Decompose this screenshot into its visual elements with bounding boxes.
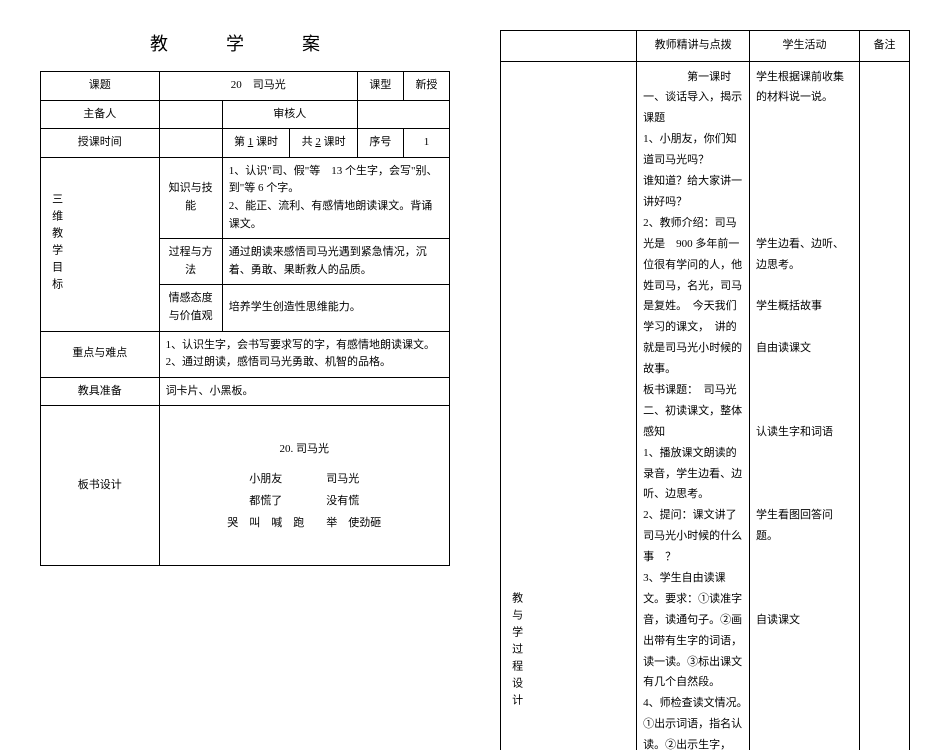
- seq-label: 序号: [357, 129, 403, 158]
- process-side-label: 教与学过程设计: [501, 61, 637, 750]
- board-line3: 哭 叫 喊 跑 举 使劲砸: [176, 512, 433, 534]
- tools-label: 教具准备: [41, 377, 160, 406]
- header-student: 学生活动: [750, 31, 860, 62]
- board-content: 20. 司马光 小朋友 司马光 都慌了 没有慌 哭 叫 喊 跑 举 使劲砸: [159, 406, 449, 566]
- topic-value: 20 司马光: [159, 72, 357, 101]
- emotion-content: 培养学生创造性思维能力。: [222, 285, 449, 331]
- teacher-content: 第一课时 一、谈话导入，揭示课题 1、小朋友，你们知道司马光吗？ 谁知道？给大家…: [637, 61, 750, 750]
- objectives-label: 三维教学目标: [41, 157, 160, 331]
- type-label: 课型: [357, 72, 403, 101]
- preparer-label: 主备人: [41, 100, 160, 129]
- student-content: 学生根据课前收集的材料说一说。 学生边看、边听、边思考。 学生概括故事 自由读课…: [750, 61, 860, 750]
- keypoints-label: 重点与难点: [41, 331, 160, 377]
- page-title: 教 学 案: [40, 30, 450, 56]
- left-table: 课题 20 司马光 课型 新授 主备人 审核人 授课时间 第 1 课时 共 2 …: [40, 71, 450, 566]
- total-cell: 共 2 课时: [290, 129, 358, 158]
- knowledge-content: 1、认识"司、假"等 13 个生字，会写"别、到"等 6 个字。 2、能正、流利…: [222, 157, 449, 238]
- board-title: 20. 司马光: [176, 438, 433, 460]
- topic-label: 课题: [41, 72, 160, 101]
- right-table: 教师精讲与点拨 学生活动 备注 教与学过程设计 第一课时 一、谈话导入，揭示课题…: [500, 30, 910, 750]
- reviewer-label: 审核人: [222, 100, 357, 129]
- teach-time-value: [159, 129, 222, 158]
- period-cell: 第 1 课时: [222, 129, 290, 158]
- knowledge-label: 知识与技能: [159, 157, 222, 238]
- teach-time-label: 授课时间: [41, 129, 160, 158]
- tools-content: 词卡片、小黑板。: [159, 377, 449, 406]
- type-value: 新授: [403, 72, 449, 101]
- emotion-label: 情感态度与价值观: [159, 285, 222, 331]
- seq-value: 1: [403, 129, 449, 158]
- reviewer-value: [357, 100, 449, 129]
- process-label: 过程与方法: [159, 239, 222, 285]
- side-header-empty: [501, 31, 637, 62]
- board-line2: 都慌了 没有慌: [176, 490, 433, 512]
- header-notes: 备注: [860, 31, 910, 62]
- board-line1: 小朋友 司马光: [176, 468, 433, 490]
- preparer-value: [159, 100, 222, 129]
- process-content: 通过朗读来感悟司马光遇到紧急情况，沉着、勇敢、果断救人的品质。: [222, 239, 449, 285]
- keypoints-content: 1、认识生字，会书写要求写的字，有感情地朗读课文。 2、通过朗读，感悟司马光勇敢…: [159, 331, 449, 377]
- header-teacher: 教师精讲与点拨: [637, 31, 750, 62]
- notes-content: [860, 61, 910, 750]
- board-label: 板书设计: [41, 406, 160, 566]
